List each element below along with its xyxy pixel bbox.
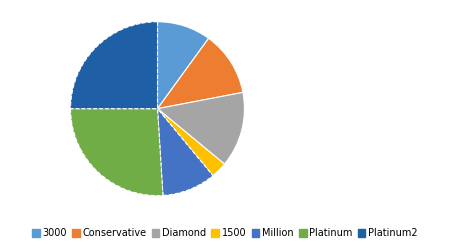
- Wedge shape: [71, 22, 158, 109]
- Wedge shape: [158, 109, 225, 176]
- Legend: 3000, Conservative, Diamond, 1500, Million, Platinum, Platinum2: 3000, Conservative, Diamond, 1500, Milli…: [28, 224, 422, 242]
- Wedge shape: [158, 92, 244, 164]
- Wedge shape: [158, 22, 209, 109]
- Wedge shape: [158, 109, 213, 195]
- Wedge shape: [158, 38, 243, 109]
- Wedge shape: [71, 109, 163, 196]
